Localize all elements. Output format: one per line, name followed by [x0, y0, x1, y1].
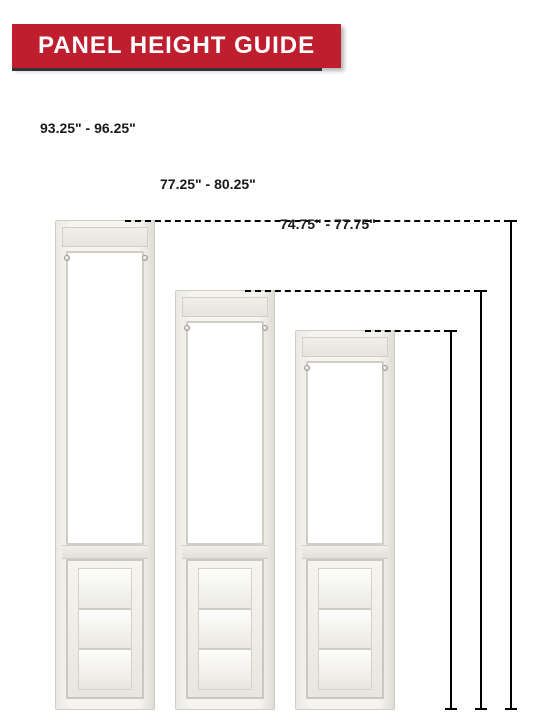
panel-top-segment: [302, 337, 388, 357]
door-panel-2: [295, 330, 395, 710]
panel-top-segment: [182, 297, 268, 317]
height-label-1: 77.25" - 80.25": [160, 176, 256, 192]
height-label-2: 74.75" - 77.75": [280, 216, 376, 232]
screw-icon: [382, 365, 388, 371]
panel-divider: [62, 545, 148, 559]
flap-bar: [79, 569, 130, 610]
flap-bar: [79, 610, 130, 651]
height-label-0: 93.25" - 96.25": [40, 120, 136, 136]
flap-bar: [79, 650, 130, 689]
panel-glass: [66, 251, 144, 545]
screw-icon: [142, 255, 148, 261]
pet-door-flap: [306, 559, 384, 699]
screw-icon: [184, 325, 190, 331]
diagram-stage: 93.25" - 96.25" 77.25" - 80.25" 74.75" - 7…: [0, 100, 540, 720]
flap-bar: [319, 569, 370, 610]
dash-line-2: [365, 330, 450, 332]
panel-divider: [302, 545, 388, 559]
door-panel-0: [55, 220, 155, 710]
dash-line-1: [245, 290, 480, 292]
title-text: Panel Height Guide: [38, 32, 315, 59]
screw-icon: [64, 255, 70, 261]
pet-door-flap: [186, 559, 264, 699]
flap-bar: [199, 610, 250, 651]
flap-inner: [198, 568, 251, 690]
title-underline: [12, 68, 322, 71]
screw-icon: [262, 325, 268, 331]
flap-inner: [318, 568, 371, 690]
title-banner: Panel Height Guide: [12, 24, 341, 68]
panel-top-segment: [62, 227, 148, 247]
flap-bar: [319, 650, 370, 689]
flap-bar: [199, 569, 250, 610]
flap-bar: [199, 650, 250, 689]
measure-bar-1: [480, 290, 482, 710]
panel-glass: [306, 361, 384, 545]
flap-inner: [78, 568, 131, 690]
door-panel-1: [175, 290, 275, 710]
panel-divider: [182, 545, 268, 559]
measure-bar-0: [510, 220, 512, 710]
screw-icon: [304, 365, 310, 371]
panel-glass: [186, 321, 264, 545]
measure-bar-2: [450, 330, 452, 710]
pet-door-flap: [66, 559, 144, 699]
flap-bar: [319, 610, 370, 651]
